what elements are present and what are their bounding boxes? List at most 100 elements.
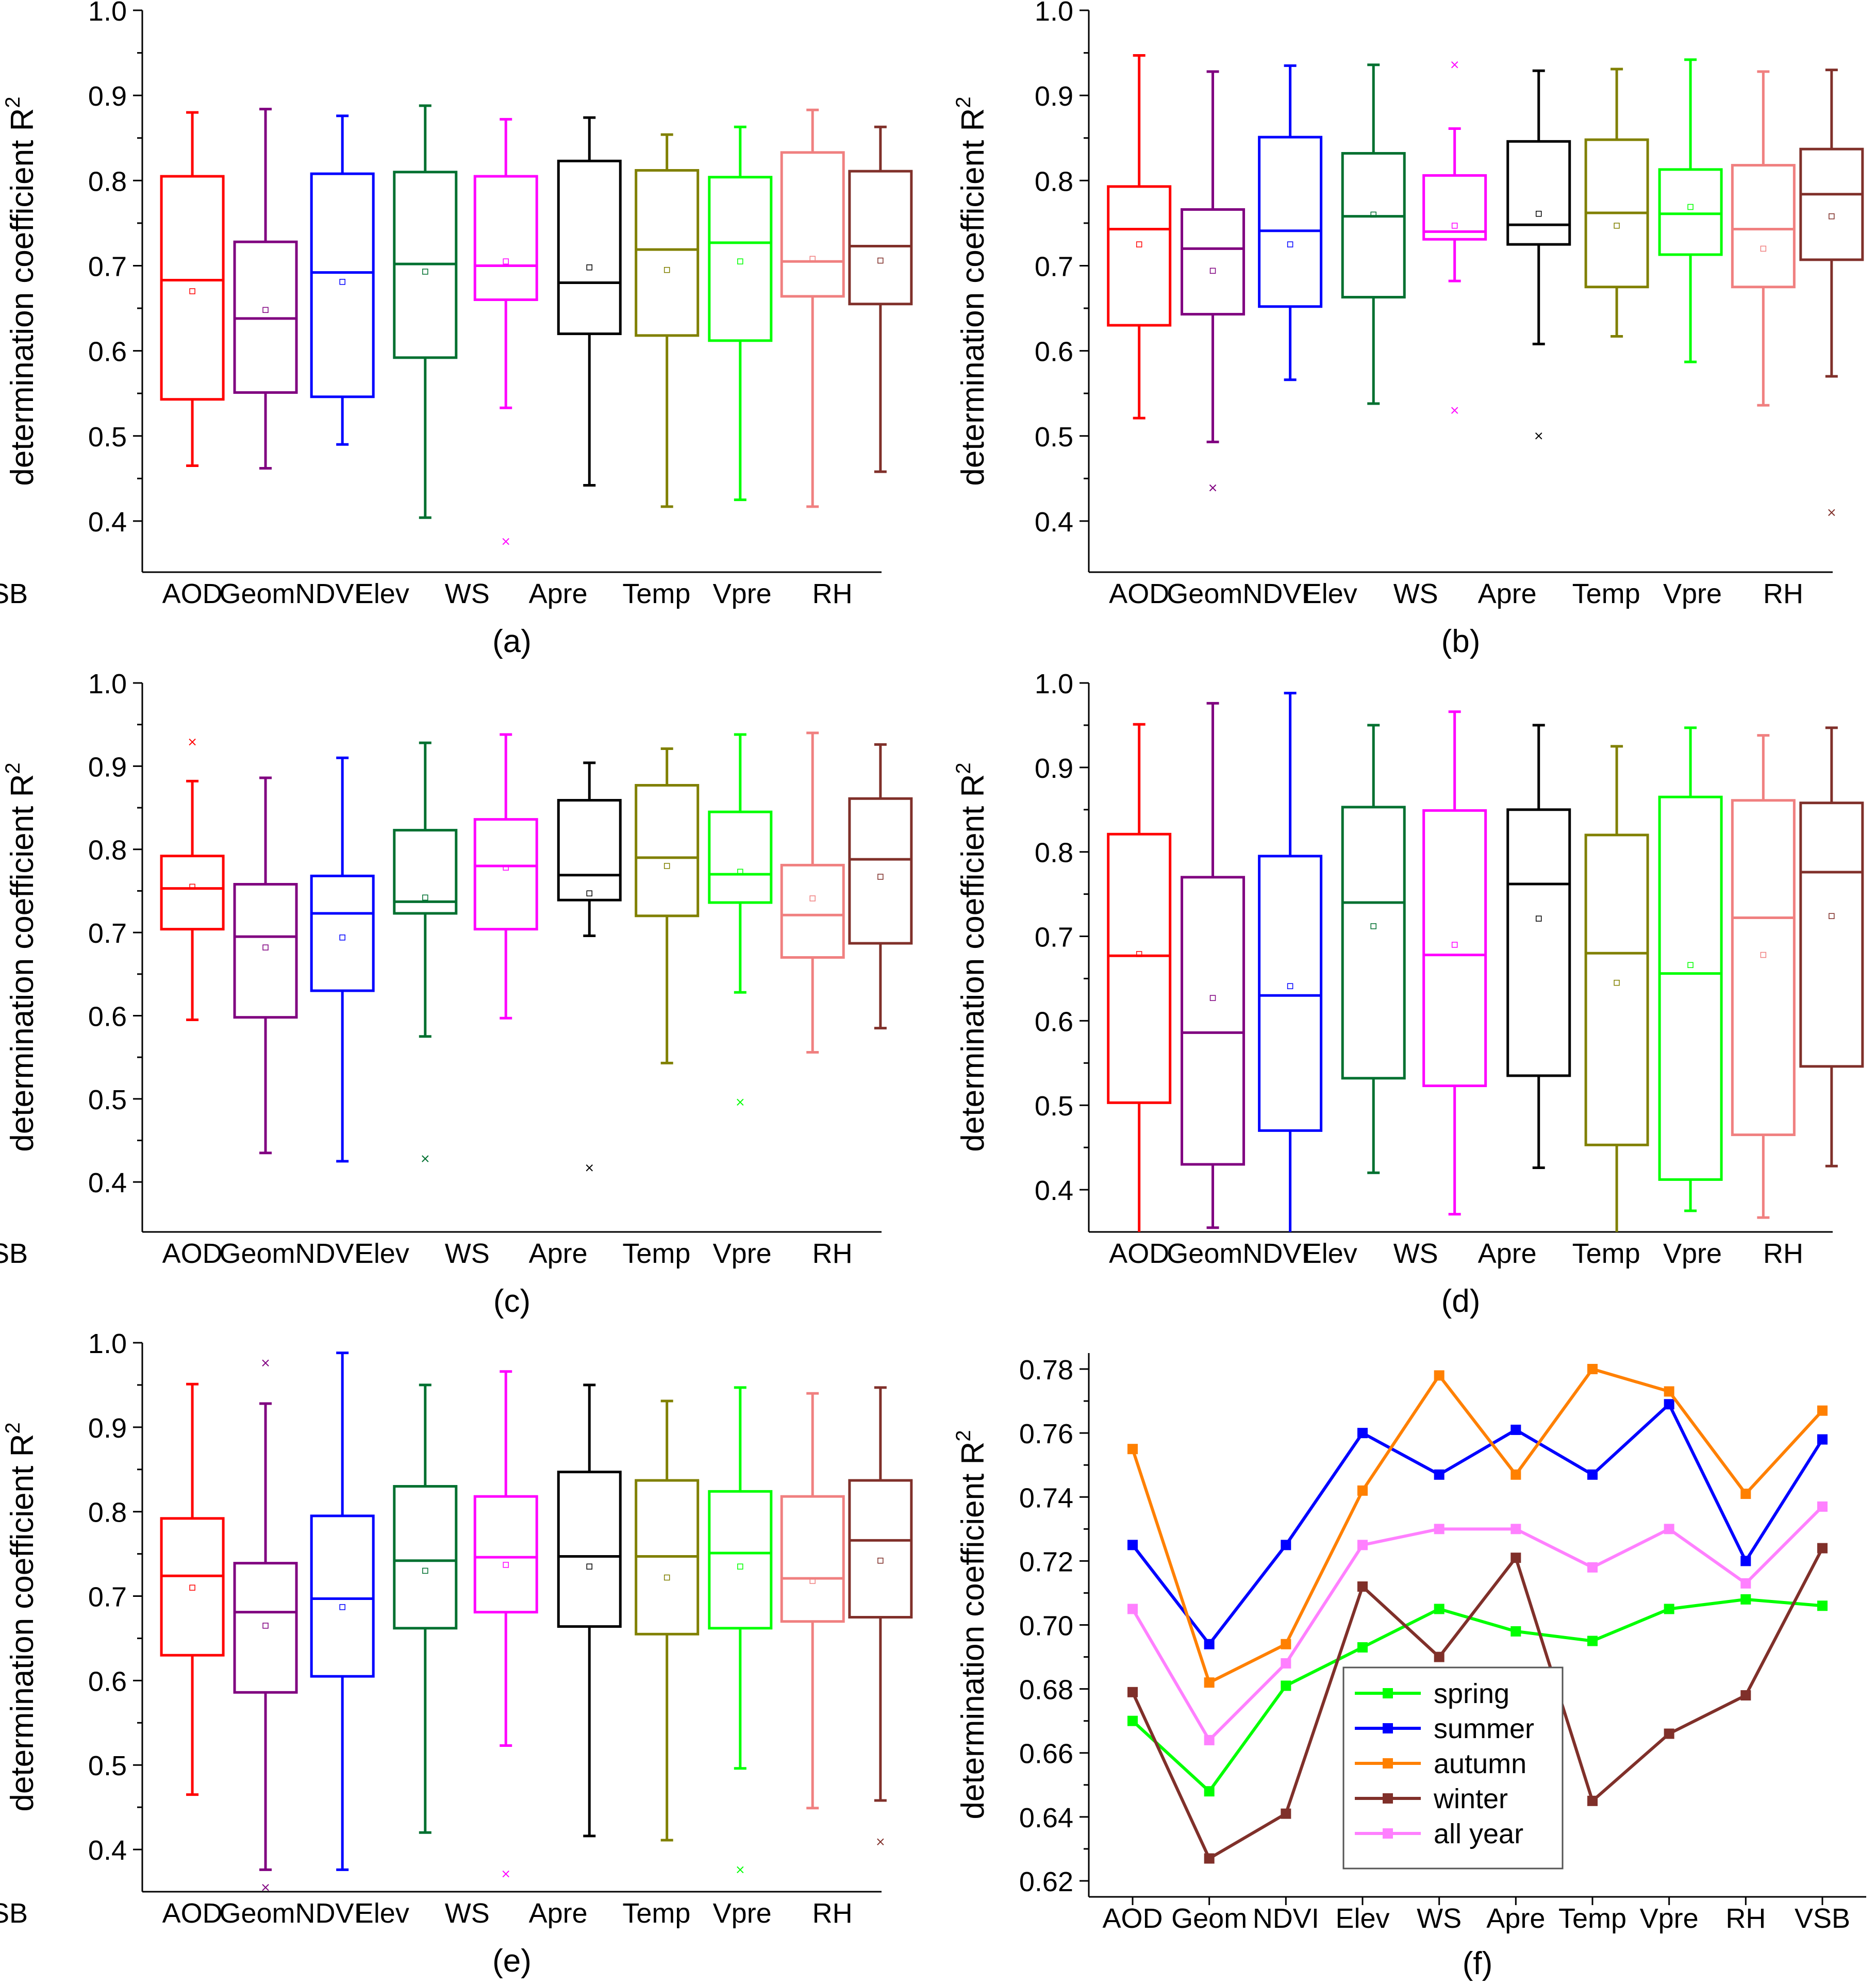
- box-ndvi: [310, 1352, 375, 1871]
- box-iqr: [635, 783, 700, 918]
- x-tick-label: Vpre: [1640, 1903, 1699, 1934]
- y-axis-label-main: determination coefficient R: [955, 774, 991, 1152]
- data-point: [1357, 1581, 1368, 1592]
- x-tick-label: RH: [1763, 578, 1803, 609]
- x-tick-label: Temp: [1558, 1903, 1626, 1934]
- panel-b: 0.4 0.5 0.6 0.7 0.8 0.9 1.0 determination coeff…: [0, 0, 1864, 659]
- x-tick-label: RH: [1763, 1238, 1803, 1269]
- x-tick-label: Temp: [1572, 1238, 1640, 1269]
- data-point: [1740, 1489, 1751, 1499]
- data-point: [1817, 1405, 1828, 1416]
- x-tick-label: VSB: [0, 1898, 28, 1929]
- box-iqr: [1799, 147, 1864, 261]
- box-ws: [473, 733, 538, 1020]
- panel-label: (d): [1441, 1283, 1481, 1319]
- x-tick-label: GeomNDVI: [219, 1898, 361, 1929]
- box-iqr: [1258, 855, 1323, 1132]
- mean-marker: [663, 863, 670, 869]
- data-point: [1204, 1677, 1215, 1688]
- data-point: [1664, 1524, 1674, 1534]
- mean-marker: [1687, 204, 1694, 210]
- box-iqr: [557, 1471, 622, 1628]
- x-tick-label: RH: [812, 1238, 853, 1269]
- mean-marker: [1209, 995, 1216, 1001]
- x-tick-label: AOD: [1109, 1238, 1169, 1269]
- x-tick-label: AOD: [162, 578, 223, 609]
- box-iqr: [1799, 802, 1864, 1068]
- data-point: [1281, 1680, 1291, 1691]
- box-rh: [1731, 734, 1796, 1219]
- mean-marker: [737, 1563, 743, 1570]
- data-point: [1817, 1600, 1828, 1611]
- outlier-marker: [422, 1155, 429, 1162]
- data-point: [1434, 1469, 1445, 1480]
- x-tick-label: Elev: [1303, 1238, 1357, 1269]
- series-spring: [1127, 1594, 1828, 1797]
- mean-marker: [586, 1563, 593, 1570]
- box-iqr: [310, 1514, 375, 1678]
- x-tick-label: WS: [445, 1898, 490, 1929]
- data-point: [1587, 1364, 1598, 1375]
- data-point: [1664, 1399, 1674, 1410]
- x-tick-label: VSB: [1795, 1903, 1850, 1934]
- data-point: [1587, 1795, 1598, 1806]
- box-iqr: [1181, 208, 1246, 316]
- y-tick-label: 0.8: [88, 835, 127, 866]
- y-tick-label: 0.6: [1035, 1006, 1073, 1037]
- x-tick-label: VSB: [0, 1238, 28, 1269]
- legend-label: summer: [1434, 1713, 1534, 1744]
- box-ws: [473, 1370, 538, 1878]
- y-tick-label: 0.6: [88, 1666, 127, 1697]
- x-tick-label: WS: [1393, 578, 1438, 609]
- box-iqr: [310, 874, 375, 992]
- mean-marker: [262, 307, 269, 313]
- box-iqr: [1341, 806, 1406, 1080]
- series-line: [1131, 1597, 1823, 1794]
- mean-marker: [809, 256, 816, 262]
- x-tick-label: Elev: [1303, 578, 1357, 609]
- x-tick-label: Geom: [1171, 1903, 1247, 1934]
- outlier-marker: [502, 538, 509, 545]
- mean-marker: [339, 279, 345, 285]
- y-axis-label-sup: 2: [2, 96, 24, 108]
- x-tick-label: RH: [1725, 1903, 1766, 1934]
- y-tick-label: 1.0: [88, 669, 127, 699]
- box-iqr: [848, 1479, 913, 1619]
- x-tick-label: AOD: [1102, 1903, 1163, 1934]
- data-point: [1127, 1540, 1138, 1550]
- mean-marker: [877, 257, 884, 264]
- box-ws: [473, 118, 538, 545]
- box-ndvi: [310, 114, 375, 446]
- y-axis-label-main: determination coefficient R: [955, 1442, 991, 1820]
- box-geom: [233, 1359, 298, 1891]
- box-geom: [1181, 702, 1246, 1229]
- y-axis-label-main: determination coefficient R: [5, 1434, 40, 1812]
- box-ws: [1422, 710, 1487, 1216]
- data-point: [1510, 1553, 1521, 1563]
- y-tick-label: 0.4: [88, 507, 127, 538]
- data-point: [1357, 1428, 1368, 1439]
- panel-label: (b): [1441, 624, 1481, 659]
- x-tick-label: Apre: [1478, 1238, 1537, 1269]
- box-vpre: [708, 1386, 773, 1874]
- mean-marker: [339, 935, 345, 941]
- mean-marker: [503, 1562, 509, 1568]
- y-tick-label: 0.7: [88, 918, 127, 949]
- y-tick-label: 0.5: [88, 422, 127, 453]
- box-iqr: [1584, 833, 1649, 1146]
- x-tick-label: AOD: [162, 1898, 223, 1929]
- x-tick-label: WS: [1393, 1238, 1438, 1269]
- y-tick-label: 0.8: [88, 166, 127, 197]
- legend-item: summer: [1355, 1713, 1534, 1744]
- data-point: [1587, 1636, 1598, 1646]
- outlier-marker: [877, 1838, 884, 1846]
- legend-marker: [1383, 1793, 1393, 1804]
- mean-marker: [1687, 962, 1694, 968]
- data-point: [1434, 1524, 1445, 1534]
- y-tick-label: 0.64: [1019, 1803, 1073, 1833]
- outlier-marker: [737, 1098, 744, 1106]
- outlier-marker: [1828, 509, 1835, 516]
- mean-marker: [422, 894, 428, 901]
- x-tick-label: GeomNDVI: [1167, 578, 1309, 609]
- box-iqr: [310, 172, 375, 398]
